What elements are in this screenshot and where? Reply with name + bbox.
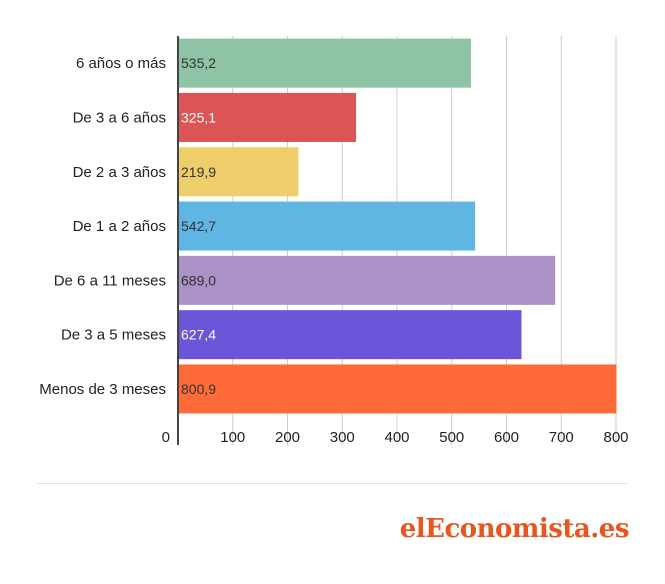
data-label: 219,9 <box>181 164 216 180</box>
data-label: 325,1 <box>181 109 216 125</box>
category-label: 6 años o más <box>76 55 166 72</box>
x-tick-label: 100 <box>220 429 245 446</box>
footer-divider <box>36 483 628 484</box>
bar <box>178 38 472 88</box>
data-label: 627,4 <box>181 327 216 343</box>
x-tick-label: 300 <box>330 429 355 446</box>
category-label: De 2 a 3 años <box>73 164 166 181</box>
category-label: De 1 a 2 años <box>73 218 166 235</box>
x-tick-label: 800 <box>603 429 628 446</box>
category-label: De 3 a 6 años <box>73 109 166 126</box>
category-label: De 3 a 5 meses <box>61 327 166 344</box>
x-tick-label: 0 <box>162 429 170 446</box>
x-tick-label: 400 <box>384 429 409 446</box>
data-label: 800,9 <box>181 381 216 397</box>
bar <box>178 147 299 197</box>
category-label: De 6 a 11 meses <box>54 272 166 289</box>
data-label: 689,0 <box>181 272 216 288</box>
bar <box>178 201 476 251</box>
x-tick-label: 200 <box>275 429 300 446</box>
bar <box>178 255 556 305</box>
category-label: Menos de 3 meses <box>39 381 166 398</box>
bar-chart: 0 100 200 300 400 500 600 700 800 6 años o más 535… <box>39 36 629 446</box>
x-tick-label: 600 <box>494 429 519 446</box>
x-tick-label: 700 <box>549 429 574 446</box>
bar <box>178 92 356 142</box>
bars <box>178 38 617 414</box>
bar <box>178 310 522 360</box>
x-tick-label: 500 <box>439 429 464 446</box>
data-label: 542,7 <box>181 218 216 234</box>
labels: 0 100 200 300 400 500 600 700 800 6 años o más 535… <box>39 55 628 446</box>
data-label: 535,2 <box>181 55 216 71</box>
brand-logo: elEconomista.es <box>399 514 630 544</box>
bar <box>178 364 617 414</box>
